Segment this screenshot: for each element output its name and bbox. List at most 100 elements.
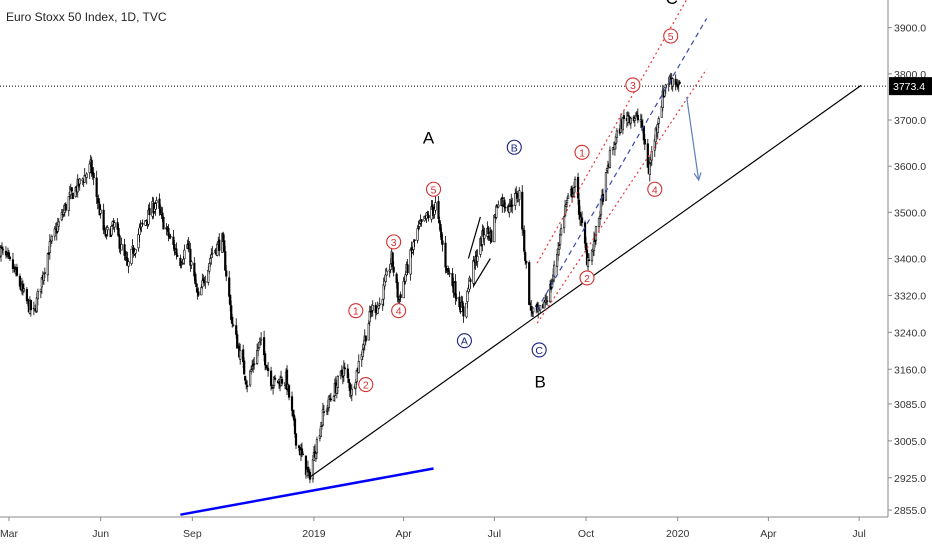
candle-body [50,236,53,242]
candle-body [469,279,472,282]
candle-body [355,369,358,383]
candle-body [22,288,26,292]
wave-circle [425,181,442,197]
wave-label-C: C [535,345,543,357]
candle-body [438,219,441,224]
candle-body [385,270,388,276]
candle-body [36,291,39,300]
candle-body [204,281,207,283]
candle-body [343,367,346,370]
candle-body [48,241,51,254]
candle-body [671,78,674,87]
candle-body [656,124,659,133]
candle-body [161,212,164,217]
candle-body [319,426,323,437]
candle-body [325,409,328,412]
candle-body [46,253,49,276]
candle-body [148,207,151,216]
wave-circle [647,181,663,197]
trendline-wedge-1 [467,216,481,259]
candle-body [327,396,330,408]
x-tick-label: Jul [852,528,865,540]
candle-body [504,206,507,209]
candle-body [368,310,371,323]
candle-body [300,448,304,455]
candle-body [329,398,332,401]
y-tick-label: 3400.0 [894,254,926,266]
candle-body [399,294,402,298]
candle-body [503,199,506,208]
candle-body [573,178,577,188]
candle-body [371,305,374,311]
y-tick-label: 3500.0 [894,207,926,219]
candle-body [370,311,373,313]
candle-body [200,287,203,296]
candle-body [293,418,297,435]
candle-body [448,272,451,275]
price-label: 3773.4 [893,81,925,93]
wave-label-5: 5 [668,31,674,43]
candle-body [350,388,353,396]
candle-body [524,252,527,262]
candle-body [445,268,448,271]
wave-circle [348,303,364,319]
wave-label-3: 3 [391,237,397,249]
candle-body [99,209,102,214]
candle-body [137,234,140,249]
candle-body [211,252,214,255]
candle-body [167,227,170,236]
candle-body [57,221,60,227]
candle-body [8,256,12,260]
candle-body [71,192,74,200]
wave-label-C: C [666,0,678,8]
candle-body [508,206,511,213]
candle-body [70,187,73,192]
candle-body [90,159,93,174]
candle-body [64,203,67,211]
candle-body [209,258,212,264]
candle-body [511,204,514,207]
candle-body [388,269,391,272]
candle-body [169,235,172,238]
candle-body [580,217,584,224]
candle-body [134,248,137,254]
candle-body [640,120,643,128]
candle-body [141,223,144,225]
candle-body [182,258,185,264]
candle-body [232,324,235,326]
candle-body [314,453,318,460]
candle-body [543,301,546,309]
candle-body [340,369,343,375]
x-tick-label: Sep [183,528,202,540]
candle-body [629,117,632,124]
candle-body [235,325,238,335]
candle-body [315,439,319,454]
candle-body [434,202,437,211]
candle-body [120,243,123,251]
wave-circle [579,270,595,286]
candle-body [466,290,469,302]
wave-label-5: 5 [431,184,437,196]
candle-body [566,195,570,199]
candle-body [231,316,234,324]
trendline-channel-lower [536,68,708,324]
candle-body [97,201,100,204]
candle-body [529,303,532,306]
candle-body [411,249,414,253]
candle-body [437,200,440,219]
candle-body [35,297,38,312]
candle-body [301,453,305,456]
wave-label-4: 4 [396,306,402,318]
candle-body [583,222,587,244]
trendline-blue-line [180,467,434,516]
candle-body [427,215,430,219]
candle-body [584,243,588,250]
candle-body [465,302,468,318]
candle-body [53,228,56,237]
candle-body [321,409,325,426]
candle-body [83,174,86,183]
candle-body [258,341,261,349]
candle-body [228,277,231,297]
wave-label-1: 1 [353,306,359,318]
